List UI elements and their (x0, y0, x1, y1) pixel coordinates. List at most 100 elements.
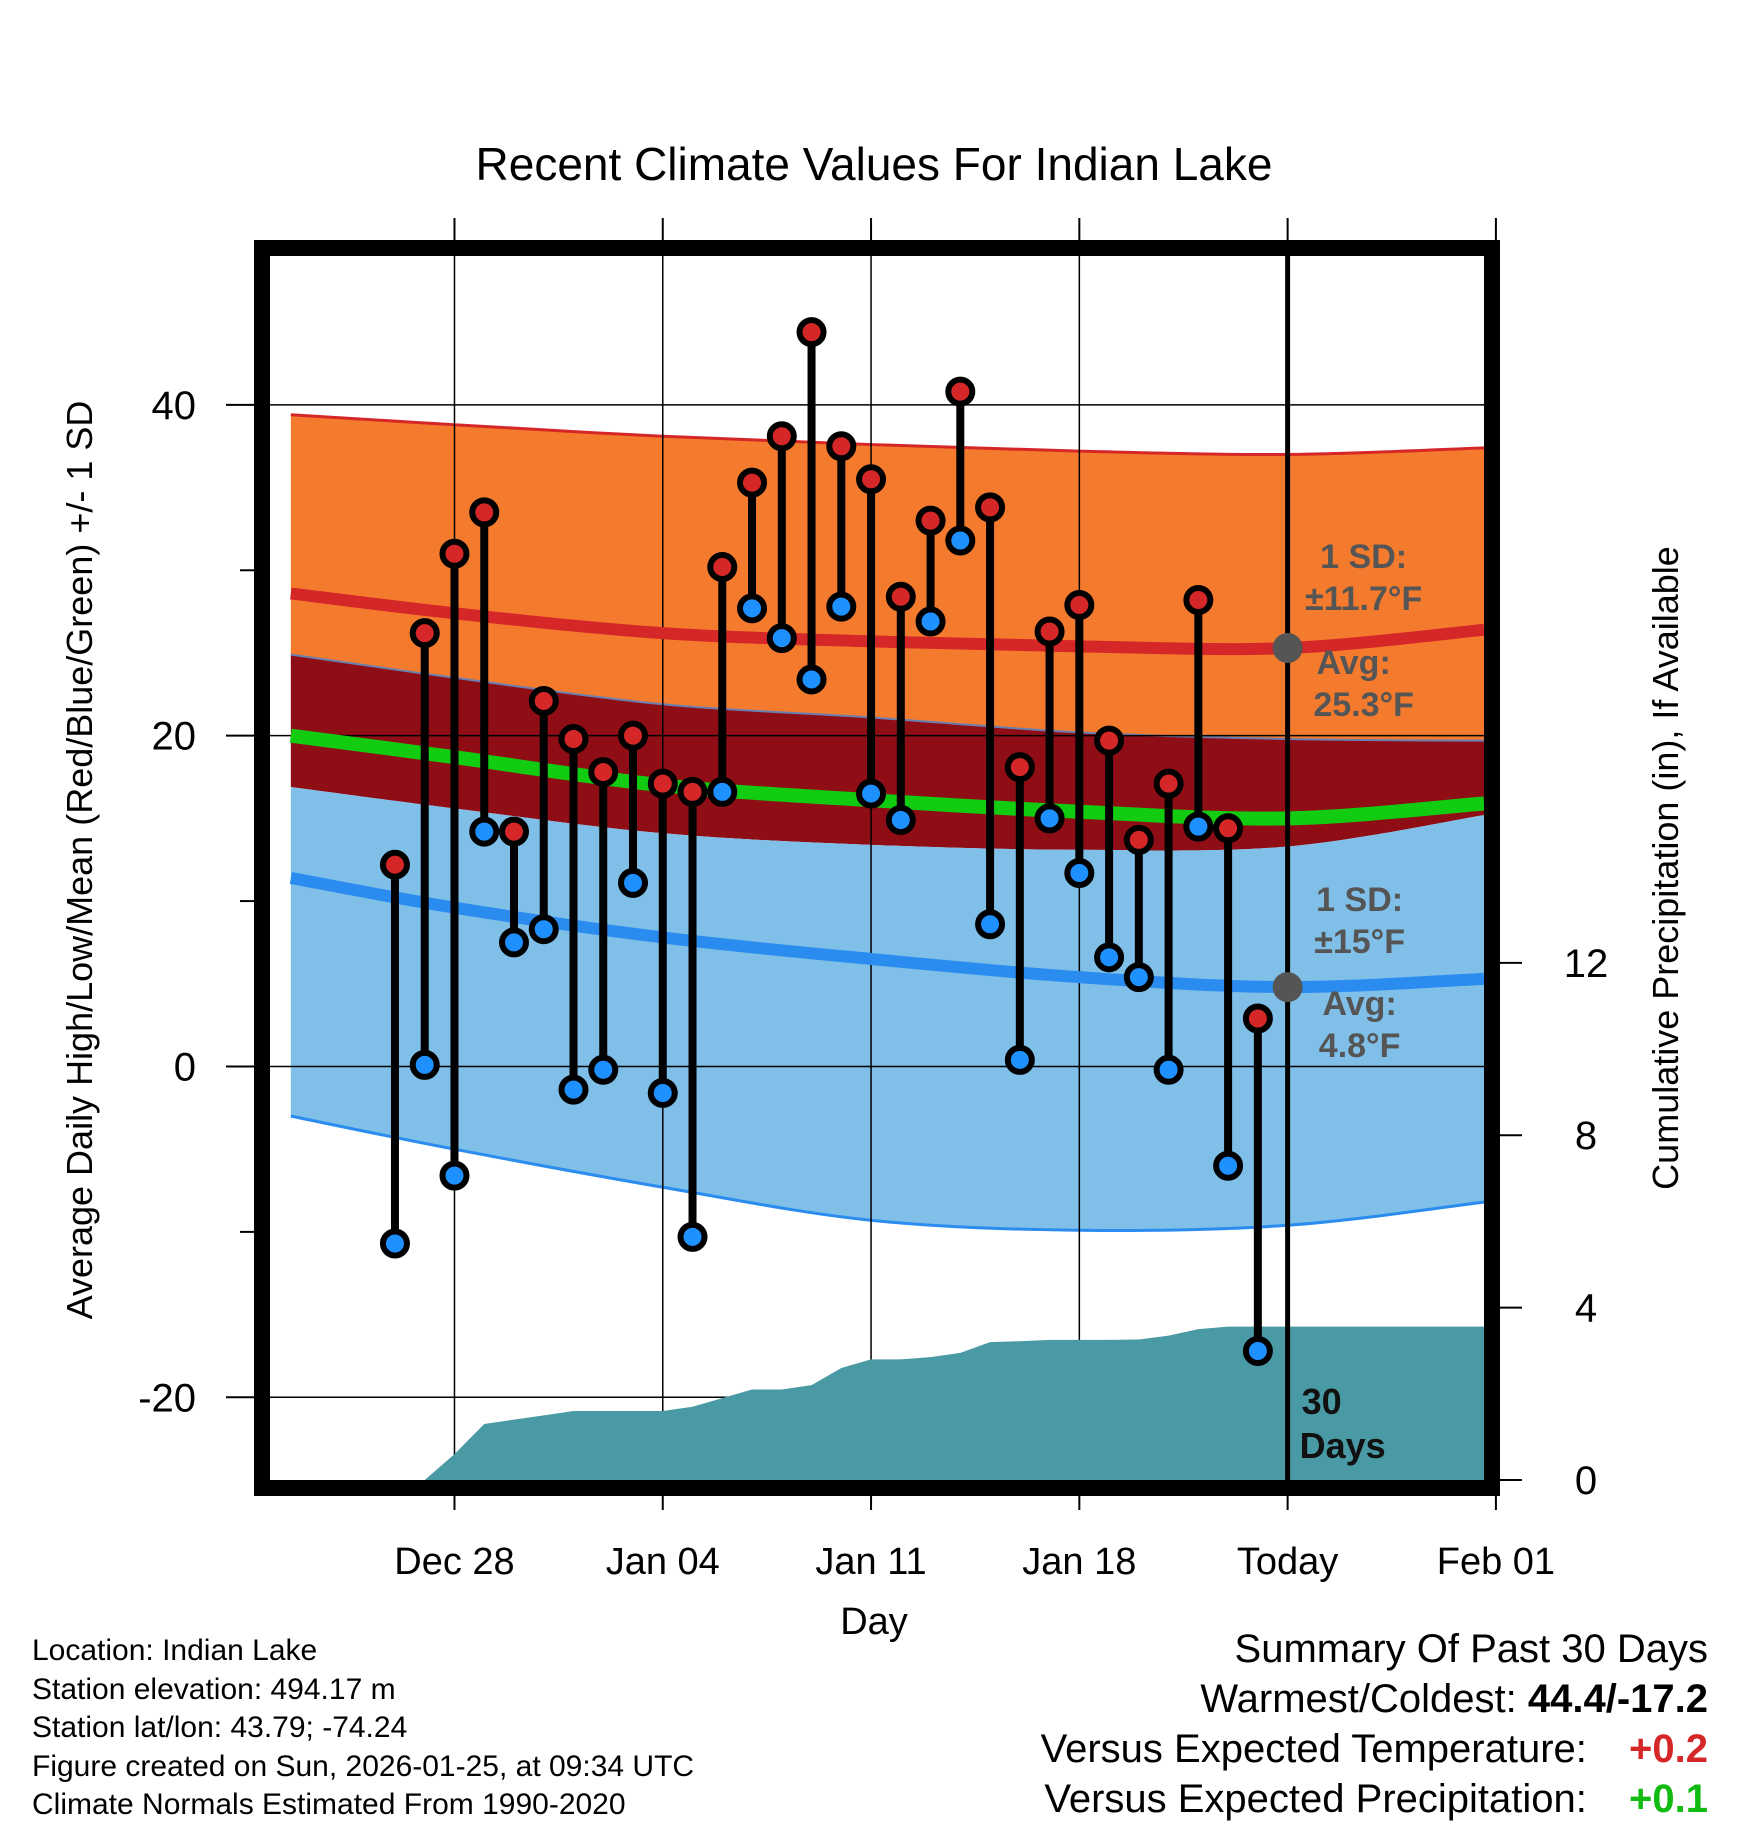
daily-high-point (469, 497, 500, 528)
daily-high-point (1242, 1003, 1273, 1034)
daily-bar (945, 376, 976, 556)
high-avg-value: 25.3°F (1313, 686, 1414, 724)
daily-bar (885, 581, 916, 836)
summary-panel: Summary Of Past 30 Days Warmest/Coldest:… (1041, 1624, 1708, 1824)
y-tick-label-right: 12 (1564, 942, 1609, 986)
daily-bar (1213, 813, 1244, 1181)
daily-bar (618, 720, 649, 898)
daily-bar (498, 816, 529, 958)
precip-value: +0.1 (1629, 1777, 1708, 1821)
x-tick-label: Jan 11 (815, 1541, 926, 1583)
daily-bar (439, 538, 470, 1191)
daily-bar (1004, 752, 1035, 1075)
x-tick-label: Feb 01 (1437, 1541, 1555, 1583)
overlap-band (290, 654, 1485, 851)
daily-low-point (498, 927, 529, 958)
daily-bar (558, 723, 589, 1105)
high-sd-label: 1 SD: (1320, 538, 1407, 576)
high-sd-band (290, 414, 1485, 741)
daily-high-point (588, 757, 619, 788)
daily-bar (1183, 585, 1214, 842)
daily-low-point (1094, 942, 1125, 973)
daily-high-point (766, 421, 797, 452)
y-tick-label-right: 4 (1575, 1287, 1597, 1331)
daily-high-point (409, 618, 440, 649)
daily-low-point (1242, 1335, 1273, 1366)
daily-bar (677, 776, 708, 1252)
temp-value: +0.2 (1629, 1727, 1708, 1771)
daily-low-point (409, 1049, 440, 1080)
normals-text: Climate Normals Estimated From 1990-2020 (32, 1788, 626, 1822)
daily-high-point (379, 849, 410, 880)
daily-low-point (826, 591, 857, 622)
latlon-text: Station lat/lon: 43.79; -74.24 (32, 1711, 408, 1745)
daily-bar (737, 467, 768, 624)
created-text: Figure created on Sun, 2026-01-25, at 09… (32, 1749, 695, 1783)
y-tick-label-left: 20 (152, 715, 197, 759)
axes: Dec 28 Jan 04 Jan 11 Jan 18 Today Feb 0140200… (138, 218, 1608, 1583)
daily-high-point (1064, 590, 1095, 621)
daily-bar (1094, 725, 1125, 973)
daily-low-point (1034, 803, 1065, 834)
daily-high-point (439, 538, 470, 569)
daily-low-point (1183, 811, 1214, 842)
daily-low-point (379, 1228, 410, 1259)
temp-label: Versus Expected Temperature: (1040, 1727, 1587, 1771)
today-marker (1272, 256, 1303, 1480)
high-sd-value: ±11.7°F (1305, 580, 1422, 618)
daily-low-point (885, 805, 916, 836)
daily-low-point (677, 1221, 708, 1252)
daily-bar (528, 685, 559, 945)
daily-low-point (915, 606, 946, 637)
daily-high-point (945, 376, 976, 407)
y-tick-label-left: 0 (174, 1045, 196, 1089)
daily-high-point (1123, 824, 1154, 855)
daily-low-point (588, 1054, 619, 1085)
summary-title: Summary Of Past 30 Days (1234, 1627, 1708, 1671)
daily-high-point (528, 685, 559, 716)
y-tick-label-right: 0 (1575, 1459, 1597, 1503)
daily-high-point (796, 317, 827, 348)
daily-low-point (737, 593, 768, 624)
daily-bar (856, 464, 887, 809)
days-count-label: 30 (1302, 1381, 1342, 1422)
normal-bands (290, 413, 1485, 1232)
daily-low-point (1123, 962, 1154, 993)
daily-high-point (498, 816, 529, 847)
daily-low-point (439, 1160, 470, 1191)
daily-low-point (1064, 857, 1095, 888)
low-avg-point (1272, 972, 1303, 1003)
daily-high-point (677, 776, 708, 807)
daily-bar (766, 421, 797, 654)
low-avg-label: Avg: (1322, 985, 1396, 1023)
elevation-text: Station elevation: 494.17 m (32, 1672, 396, 1706)
daily-low-point (856, 778, 887, 809)
daily-bar (1153, 768, 1184, 1085)
daily-bar (588, 757, 619, 1085)
x-tick-label: Today (1237, 1541, 1338, 1583)
daily-bar (826, 431, 857, 622)
precip-label: Versus Expected Precipitation: (1044, 1777, 1587, 1821)
daily-low-point (558, 1074, 589, 1105)
daily-high-point (826, 431, 857, 462)
daily-high-point (618, 720, 649, 751)
daily-high-point (885, 581, 916, 612)
daily-high-point (856, 464, 887, 495)
daily-high-point (647, 768, 678, 799)
daily-bar (975, 492, 1006, 940)
days-unit-label: Days (1300, 1425, 1386, 1466)
daily-bar (1064, 590, 1095, 888)
low-avg-value: 4.8°F (1319, 1027, 1401, 1065)
daily-bar (1034, 616, 1065, 834)
x-tick-label: Dec 28 (394, 1541, 514, 1583)
daily-low-point (1153, 1054, 1184, 1085)
low-sd-value: ±15°F (1314, 923, 1405, 961)
daily-high-point (1183, 585, 1214, 616)
daily-high-point (1034, 616, 1065, 647)
plot-frame (254, 240, 1500, 1496)
daily-high-point (1153, 768, 1184, 799)
daily-bar (1242, 1003, 1273, 1366)
summary-precip: Versus Expected Precipitation: +0.1 (1041, 1774, 1708, 1824)
warm-cold-value: 44.4/-17.2 (1527, 1677, 1708, 1721)
